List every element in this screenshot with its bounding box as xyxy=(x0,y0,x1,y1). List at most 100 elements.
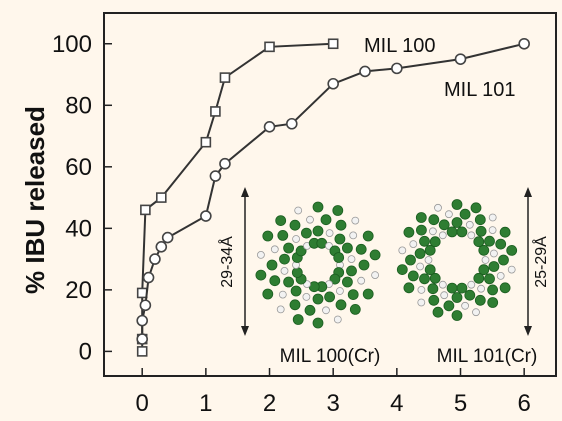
structure-atom xyxy=(300,227,312,239)
structure-atom xyxy=(417,298,426,307)
y-tick-label: 20 xyxy=(65,277,92,304)
structure-atom xyxy=(335,287,344,295)
arrow-head-up xyxy=(241,187,249,197)
structure-atom xyxy=(349,303,361,315)
structure-atom xyxy=(302,292,311,301)
structure-atom xyxy=(341,242,353,254)
structure-atom xyxy=(496,271,505,280)
structure-atom xyxy=(333,315,342,324)
structure-atom xyxy=(349,231,358,240)
structure-atom xyxy=(262,288,274,300)
plot-frame xyxy=(103,12,557,377)
structure-atom xyxy=(419,273,430,285)
framework-structure-image xyxy=(255,201,381,329)
structure-atom xyxy=(481,256,490,264)
arrow-head-up xyxy=(524,187,532,197)
structure-atom xyxy=(283,276,295,288)
structure-atom xyxy=(405,254,416,266)
data-point-mil-101 xyxy=(359,65,371,78)
data-point-mil-101 xyxy=(136,314,148,327)
structure-atom xyxy=(495,238,507,250)
data-point-mil-101 xyxy=(518,37,530,50)
inset-mil100: 29-34Å MIL 100(Cr) xyxy=(217,187,381,367)
data-point-mil-101 xyxy=(200,210,212,222)
data-point-mil-100 xyxy=(155,192,167,203)
data-point-mil-101 xyxy=(391,62,403,75)
structure-atom xyxy=(474,294,486,306)
structure-atom xyxy=(325,229,334,238)
structure-atom xyxy=(451,310,463,321)
structure-atom xyxy=(451,199,463,210)
structure-atom xyxy=(280,266,289,275)
structure-atom xyxy=(506,244,518,256)
structure-atom xyxy=(488,213,497,222)
structure-atom xyxy=(294,206,303,215)
structure-atom xyxy=(434,203,442,212)
structure-atom xyxy=(255,269,267,281)
structure-atom xyxy=(472,308,480,317)
data-point-mil-101 xyxy=(161,231,174,244)
structure-atom xyxy=(446,226,458,238)
structure-atom xyxy=(262,230,274,242)
structure-atom xyxy=(419,235,430,247)
x-tick-label: 3 xyxy=(327,390,340,417)
structure-atom xyxy=(312,317,324,329)
structure-atom xyxy=(407,270,419,282)
structure-atom xyxy=(488,226,497,235)
structure-atom xyxy=(414,248,426,259)
data-point-mil-101 xyxy=(219,157,231,170)
y-axis-label: % IBU released xyxy=(20,106,50,294)
structure-atom xyxy=(451,292,463,303)
series-line-mil-100 xyxy=(141,42,334,352)
structure-atom xyxy=(341,276,353,288)
structure-atom xyxy=(451,217,463,228)
structure-atom xyxy=(291,267,303,278)
structure-atom xyxy=(427,283,439,295)
structure-atom xyxy=(312,293,324,305)
structure-atom xyxy=(283,242,295,254)
structure-atom xyxy=(443,300,455,312)
structure-atom xyxy=(396,264,408,276)
series-label-mil101: MIL 101 xyxy=(444,79,516,101)
structure-atom xyxy=(446,282,458,294)
structure-atom xyxy=(440,291,449,300)
structure-atom xyxy=(322,306,330,315)
structure-atom xyxy=(444,210,453,219)
x-ticks: 0 1 2 3 4 5 6 xyxy=(136,368,531,417)
structure-atom xyxy=(415,224,427,236)
structure-atom xyxy=(275,215,287,227)
structure-atom xyxy=(347,255,356,264)
structure-atom xyxy=(461,301,470,310)
structure-atom xyxy=(371,271,380,280)
structure-atom xyxy=(429,272,441,284)
x-tick-label: 5 xyxy=(454,390,467,417)
y-tick-label: 40 xyxy=(65,215,92,242)
x-tick-label: 2 xyxy=(263,390,276,417)
structure-atom xyxy=(269,275,281,287)
data-point-mil-101 xyxy=(149,253,161,265)
structure-atom xyxy=(488,261,500,272)
structure-atom xyxy=(403,226,415,238)
structure-atom xyxy=(289,219,301,231)
data-point-mil-100 xyxy=(140,204,151,216)
series-layer xyxy=(136,37,530,357)
data-point-mil-101 xyxy=(327,77,339,90)
structure-atom xyxy=(487,297,499,308)
structure-atom xyxy=(292,314,304,325)
structure-atom xyxy=(456,226,468,238)
series-label-mil100: MIL 100 xyxy=(364,35,436,57)
structure-atom xyxy=(473,272,485,284)
structure-atom xyxy=(277,229,289,241)
structure-atom xyxy=(499,226,511,238)
structure-atom xyxy=(355,243,367,255)
structure-atom xyxy=(398,246,407,255)
structure-atom xyxy=(346,265,357,277)
data-point-mil-101 xyxy=(139,299,152,312)
structure-atom xyxy=(475,225,487,237)
data-point-mil-101 xyxy=(286,117,298,130)
structure-atom xyxy=(290,285,302,297)
structure-atom xyxy=(334,233,346,245)
structure-atom xyxy=(417,285,426,294)
structure-atom xyxy=(424,244,436,256)
structure-atom xyxy=(369,249,381,261)
